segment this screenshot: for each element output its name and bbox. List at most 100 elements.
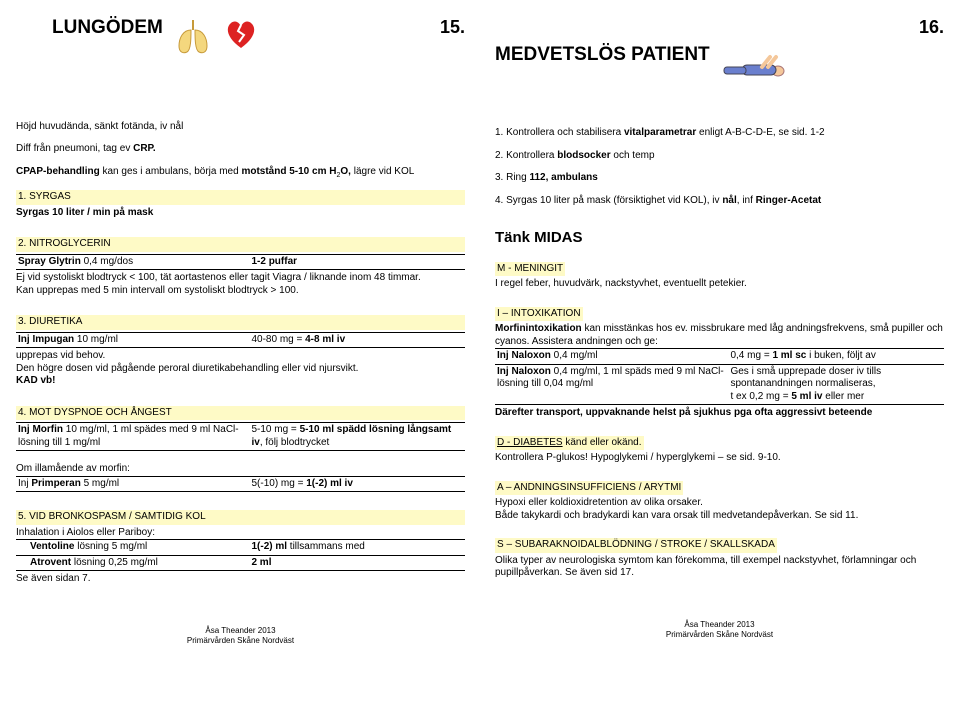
section-3: 3. DIURETIKA Inj Impugan 10 mg/ml 40-80 … xyxy=(16,315,465,388)
t: 3. Ring xyxy=(495,172,529,183)
table-row: Ventoline lösning 5 mg/ml 1(-2) ml tills… xyxy=(16,540,465,556)
table-row: Inj Naloxon 0,4 mg/ml 0,4 mg = 1 ml sc i… xyxy=(495,349,944,365)
s-body: Olika typer av neurologiska symtom kan f… xyxy=(495,555,944,580)
t: 1(-2) ml xyxy=(251,541,287,552)
t: 5 ml iv xyxy=(791,391,822,402)
broken-heart-icon xyxy=(223,16,259,57)
t: 1 ml sc xyxy=(772,350,806,361)
t: 4-8 ml iv xyxy=(305,334,345,345)
left-footer: Åsa Theander 2013 Primärvården Skåne Nor… xyxy=(16,626,465,646)
t: Ringer-Acetat xyxy=(756,195,822,206)
s3-note1: upprepas vid behov. xyxy=(16,350,465,363)
s3-head: 3. DIURETIKA xyxy=(16,315,465,330)
t: Primperan xyxy=(31,478,80,489)
s5-table: Ventoline lösning 5 mg/ml 1(-2) ml tills… xyxy=(16,539,465,571)
footer-l2: Primärvården Skåne Nordväst xyxy=(495,630,944,640)
r-p3: 3. Ring 112, ambulans xyxy=(495,172,944,185)
t: 4. Syrgas 10 liter på mask (försiktighet… xyxy=(495,195,722,206)
m-label: M - MENINGIT xyxy=(495,262,565,277)
t: 5 mg/ml xyxy=(81,478,119,489)
i-body: Morfinintoxikation kan misstänkas hos ev… xyxy=(495,323,944,348)
s3-table: Inj Impugan 10 mg/ml 40-80 mg = 4-8 ml i… xyxy=(16,332,465,349)
intro1: Höjd huvudända, sänkt fotända, iv nål xyxy=(16,121,465,134)
section-2: 2. NITROGLYCERIN Spray Glytrin 0,4 mg/do… xyxy=(16,237,465,297)
t: 1-2 puffar xyxy=(251,256,297,267)
d-body: Kontrollera P-glukos! Hypoglykemi / hype… xyxy=(495,452,944,465)
table-row: Inj Impugan 10 mg/ml 40-80 mg = 4-8 ml i… xyxy=(16,332,465,348)
table-row: Atrovent lösning 0,25 mg/ml 2 ml xyxy=(16,555,465,571)
t: 2 ml xyxy=(251,557,271,568)
s1-body: Syrgas 10 liter / min på mask xyxy=(16,207,465,220)
i-foot: Därefter transport, uppvaknande helst på… xyxy=(495,407,944,420)
i-table: Inj Naloxon 0,4 mg/ml 0,4 mg = 1 ml sc i… xyxy=(495,348,944,405)
s2-table: Spray Glytrin 0,4 mg/dos 1-2 puffar xyxy=(16,254,465,271)
t: Diff från pneumoni, tag ev xyxy=(16,143,133,154)
t: lösning 5 mg/ml xyxy=(74,541,147,552)
t: 0,4 mg = xyxy=(730,350,772,361)
t: motstånd 5-10 cm H xyxy=(241,166,336,177)
t: Ges i små upprepade doser iv tills spont… xyxy=(730,366,881,390)
t: , inf xyxy=(737,195,756,206)
t: kan ges i ambulans, börja med xyxy=(100,166,242,177)
t: 1(-2) ml iv xyxy=(306,478,353,489)
s5-head: 5. VID BRONKOSPASM / SAMTIDIG KOL xyxy=(16,510,465,525)
t: O, xyxy=(340,166,351,177)
s4-head: 4. MOT DYSPNOE OCH ÅNGEST xyxy=(16,406,465,421)
t: tillsammans med xyxy=(287,541,365,552)
t: Inj Impugan xyxy=(18,334,74,345)
table-row: Inj Morfin 10 mg/ml, 1 ml spädes med 9 m… xyxy=(16,423,465,451)
right-column: 16. MEDVETSLÖS PATIENT 1. Kontrollera oc… xyxy=(495,16,944,646)
left-page-number: 15. xyxy=(440,16,465,39)
t: enligt A-B-C-D-E, se sid. 1-2 xyxy=(696,127,824,138)
t: Inj Naloxon xyxy=(497,366,551,377)
t: CRP. xyxy=(133,143,156,154)
t: t ex 0,2 mg = xyxy=(730,391,791,402)
section-4: 4. MOT DYSPNOE OCH ÅNGEST Inj Morfin 10 … xyxy=(16,406,465,493)
right-footer: Åsa Theander 2013 Primärvården Skåne Nor… xyxy=(495,620,944,640)
t: lägre vid KOL xyxy=(351,166,414,177)
right-page-number: 16. xyxy=(495,16,944,39)
s2-note2: Kan upprepas med 5 min intervall om syst… xyxy=(16,285,465,298)
t: 112, ambulans xyxy=(529,172,597,183)
midas-a: A – ANDNINGSINSUFFICIENS / ARYTMI Hypoxi… xyxy=(495,481,944,523)
s3-note3: KAD vb! xyxy=(16,375,465,388)
s-label: S – SUBARAKNOIDALBLÖDNING / STROKE / SKA… xyxy=(495,538,777,553)
r-p4: 4. Syrgas 10 liter på mask (försiktighet… xyxy=(495,195,944,208)
r-p2: 2. Kontrollera blodsocker och temp xyxy=(495,150,944,163)
t: Morfinintoxikation xyxy=(495,323,582,334)
t: D - DIABETES xyxy=(497,437,563,448)
t: 5(-10) mg = xyxy=(251,478,306,489)
a-label: A – ANDNINGSINSUFFICIENS / ARYTMI xyxy=(495,481,683,496)
footer-l1: Åsa Theander 2013 xyxy=(495,620,944,630)
s2-note1: Ej vid systoliskt blodtryck < 100, tät a… xyxy=(16,272,465,285)
t: Ventoline xyxy=(30,541,74,552)
t: Inj xyxy=(18,478,31,489)
t: eller mer xyxy=(822,391,864,402)
table-row: Inj Naloxon 0,4 mg/ml, 1 ml späds med 9 … xyxy=(495,364,944,405)
table-row: Inj Primperan 5 mg/ml 5(-10) mg = 1(-2) … xyxy=(16,476,465,492)
midas-head: Tänk MIDAS xyxy=(495,229,944,248)
left-title-row: LUNGÖDEM xyxy=(16,16,259,61)
t: Atrovent xyxy=(30,557,71,568)
t: 40-80 mg = xyxy=(251,334,305,345)
s2-head: 2. NITROGLYCERIN xyxy=(16,237,465,252)
r-p1: 1. Kontrollera och stabilisera vitalpara… xyxy=(495,127,944,140)
t: Inj Morfin xyxy=(18,424,63,435)
t: 5-10 mg = xyxy=(251,424,299,435)
t: 10 mg/ml xyxy=(74,334,118,345)
s1-head: 1. SYRGAS xyxy=(16,190,465,205)
t: 0,4 mg/dos xyxy=(81,256,133,267)
lungs-icon xyxy=(173,16,213,61)
midas-d: D - DIABETES känd eller okänd. Kontrolle… xyxy=(495,436,944,465)
t: och temp xyxy=(611,150,655,161)
intro3: CPAP-behandling kan ges i ambulans, börj… xyxy=(16,166,465,181)
t: i buken, följt av xyxy=(806,350,875,361)
left-title: LUNGÖDEM xyxy=(16,16,163,40)
midas-m: M - MENINGIT I regel feber, huvudvärk, n… xyxy=(495,262,944,291)
left-column: LUNGÖDEM 15. Höjd huvudända, sän xyxy=(16,16,465,646)
d-label: D - DIABETES känd eller okänd. xyxy=(495,436,644,451)
m-body: I regel feber, huvudvärk, nackstyvhet, e… xyxy=(495,278,944,291)
section-5: 5. VID BRONKOSPASM / SAMTIDIG KOL Inhala… xyxy=(16,510,465,586)
midas-s: S – SUBARAKNOIDALBLÖDNING / STROKE / SKA… xyxy=(495,538,944,580)
i-label: I – INTOXIKATION xyxy=(495,307,583,322)
